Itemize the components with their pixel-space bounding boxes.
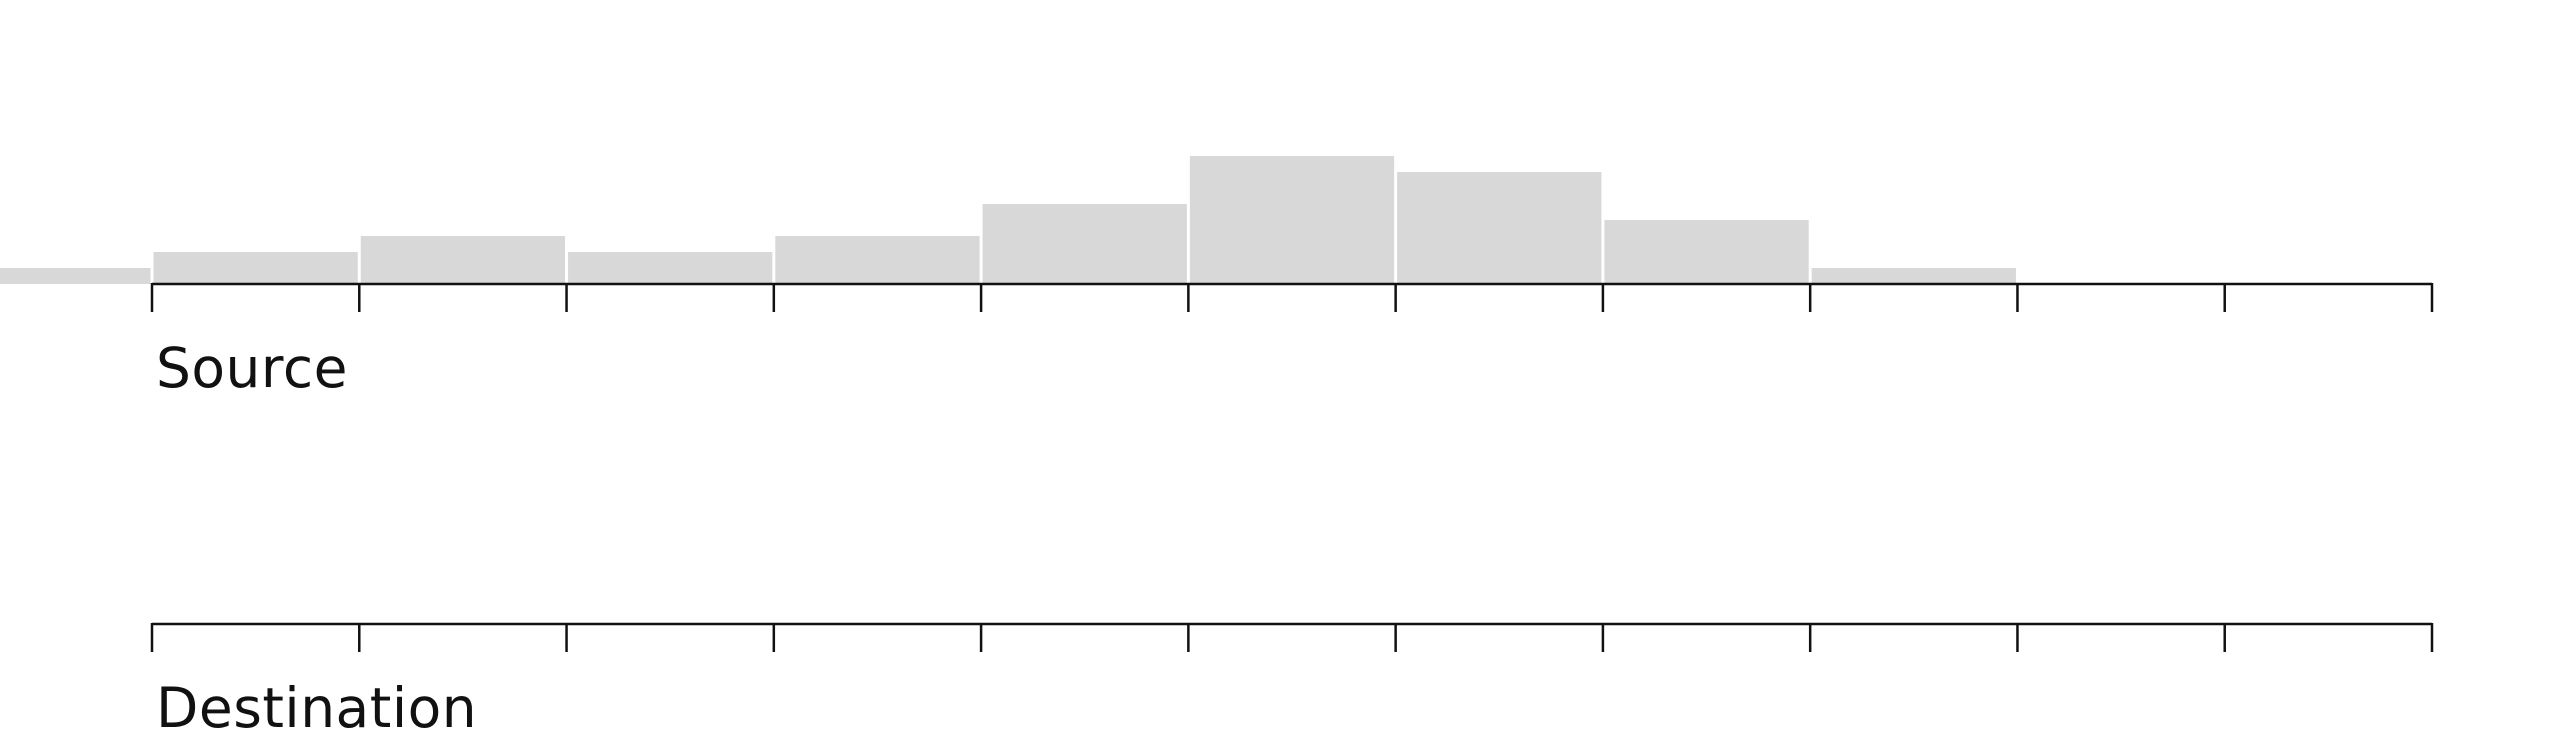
histogram-bar (360, 236, 566, 284)
histogram-bar (153, 252, 358, 284)
histogram-bar (982, 204, 1187, 284)
source-axis (150, 282, 2434, 312)
source-histogram-bars (0, 156, 2016, 284)
destination-axis (150, 622, 2434, 652)
histogram-bar (1189, 156, 1395, 284)
histogram-bar (0, 268, 151, 284)
histogram-bar (568, 252, 773, 284)
histogram-bar (1811, 268, 2016, 284)
histogram-bar (775, 236, 980, 284)
histogram-bar (1604, 220, 1809, 284)
source-axis-label: Source (156, 336, 348, 400)
destination-axis-label: Destination (156, 676, 478, 740)
histogram-bar (1397, 172, 1602, 284)
